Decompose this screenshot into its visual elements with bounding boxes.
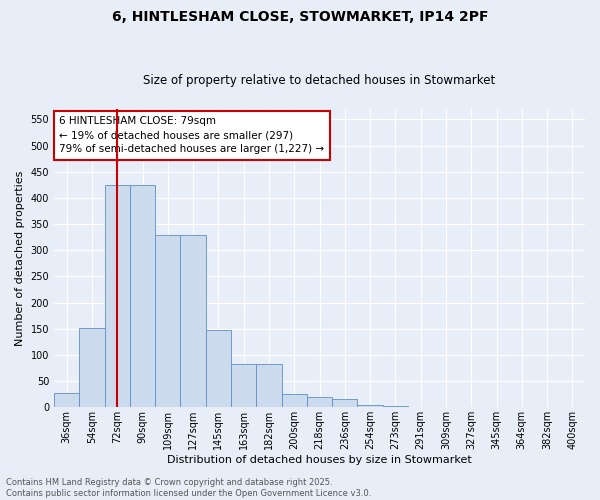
Bar — [358, 404, 383, 407]
Bar — [383, 406, 408, 407]
Bar — [79, 328, 104, 407]
Text: 6, HINTLESHAM CLOSE, STOWMARKET, IP14 2PF: 6, HINTLESHAM CLOSE, STOWMARKET, IP14 2P… — [112, 10, 488, 24]
Bar — [256, 364, 281, 408]
Y-axis label: Number of detached properties: Number of detached properties — [15, 170, 25, 346]
Bar — [408, 407, 433, 408]
Bar — [231, 364, 256, 408]
Text: 6 HINTLESHAM CLOSE: 79sqm
← 19% of detached houses are smaller (297)
79% of semi: 6 HINTLESHAM CLOSE: 79sqm ← 19% of detac… — [59, 116, 325, 154]
Bar — [155, 234, 181, 408]
X-axis label: Distribution of detached houses by size in Stowmarket: Distribution of detached houses by size … — [167, 455, 472, 465]
Bar — [281, 394, 307, 407]
Bar — [54, 392, 79, 407]
Bar — [104, 185, 130, 408]
Text: Contains HM Land Registry data © Crown copyright and database right 2025.
Contai: Contains HM Land Registry data © Crown c… — [6, 478, 371, 498]
Bar — [332, 400, 358, 407]
Title: Size of property relative to detached houses in Stowmarket: Size of property relative to detached ho… — [143, 74, 496, 87]
Bar — [181, 234, 206, 408]
Bar — [130, 185, 155, 408]
Bar — [307, 397, 332, 407]
Bar — [206, 330, 231, 407]
